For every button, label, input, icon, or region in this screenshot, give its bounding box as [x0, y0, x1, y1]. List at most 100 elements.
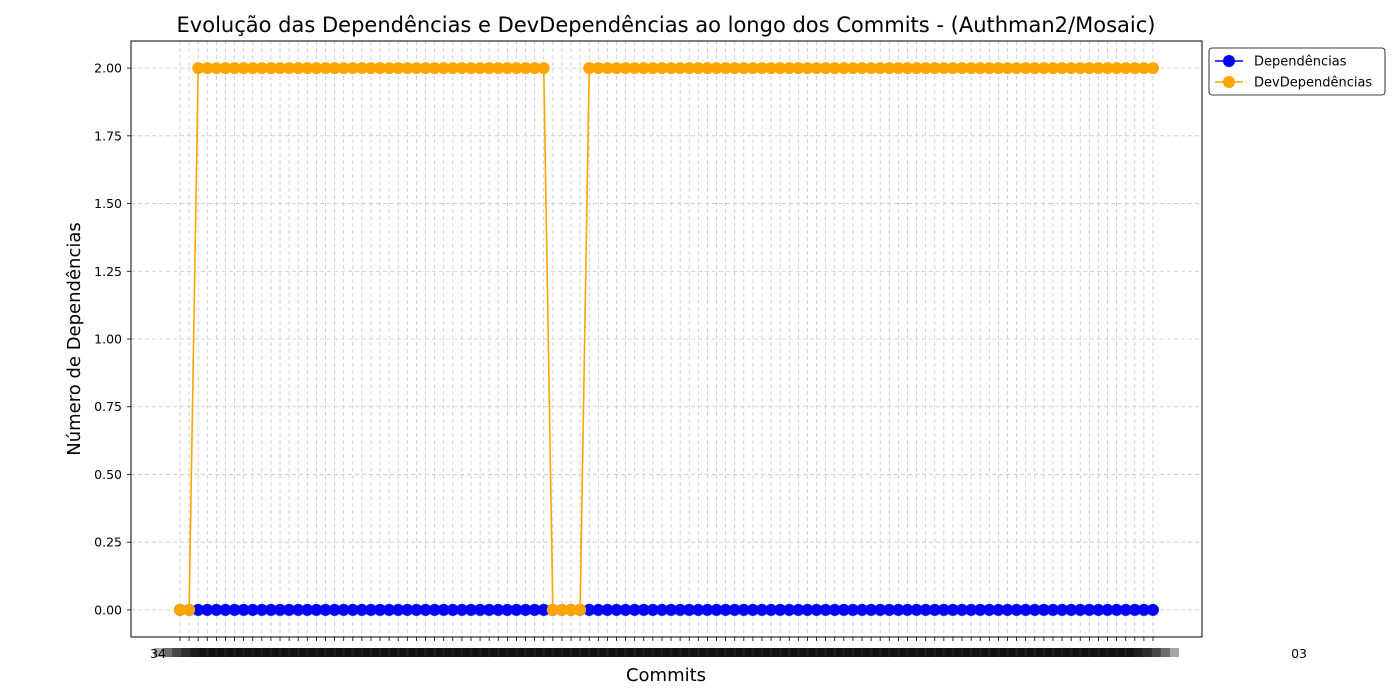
data-point-depend-ncias: [846, 603, 859, 616]
data-point-depend-ncias: [828, 603, 841, 616]
data-point-devdepend-ncias: [228, 62, 241, 75]
y-tick-label: 0.75: [94, 399, 122, 414]
data-point-devdepend-ncias: [846, 62, 859, 75]
x-tick-label-overlap: [154, 648, 206, 657]
y-tick-label: 1.50: [94, 196, 122, 211]
x-tick-label-overlap: [499, 648, 552, 657]
y-tick-label: 1.75: [94, 128, 122, 143]
data-point-devdepend-ncias: [219, 62, 232, 75]
x-tick-label-overlap: [408, 648, 461, 657]
data-point-depend-ncias: [728, 603, 741, 616]
data-point-devdepend-ncias: [592, 62, 605, 75]
data-point-devdepend-ncias: [246, 62, 259, 75]
x-tick-label-overlap: [881, 648, 934, 657]
series-layer: [174, 62, 1159, 616]
data-point-devdepend-ncias: [355, 62, 368, 75]
data-point-depend-ncias: [619, 603, 632, 616]
x-tick-label-overlap: [1072, 648, 1125, 657]
data-point-depend-ncias: [601, 603, 614, 616]
x-tick-label-overlap: [845, 648, 898, 657]
x-axis-label: Commits: [626, 665, 706, 686]
x-tick-label-overlap: [1036, 648, 1089, 657]
data-point-devdepend-ncias: [437, 62, 450, 75]
data-point-devdepend-ncias: [619, 62, 632, 75]
grid: [131, 41, 1202, 637]
x-tick-label-overlap: [836, 648, 889, 657]
x-tick-label-overlap: [699, 648, 752, 657]
x-tick-label-overlap: [872, 648, 925, 657]
y-tick-label: 2.00: [94, 61, 122, 76]
data-point-devdepend-ncias: [1010, 62, 1023, 75]
x-tick-label-overlap: [263, 648, 316, 657]
data-point-devdepend-ncias: [865, 62, 878, 75]
data-point-devdepend-ncias: [956, 62, 969, 75]
data-point-depend-ncias: [946, 603, 959, 616]
x-tick-label-overlap: [199, 648, 252, 657]
data-point-devdepend-ncias: [837, 62, 850, 75]
data-point-devdepend-ncias: [374, 62, 387, 75]
data-point-depend-ncias: [1019, 603, 1032, 616]
x-tick-label-overlap: [226, 648, 279, 657]
x-tick-label-overlap: [535, 648, 588, 657]
data-point-depend-ncias: [874, 603, 887, 616]
data-point-depend-ncias: [965, 603, 978, 616]
data-point-depend-ncias: [1101, 603, 1114, 616]
data-point-devdepend-ncias: [883, 62, 896, 75]
data-point-depend-ncias: [255, 603, 268, 616]
data-point-devdepend-ncias: [692, 62, 705, 75]
legend-label: Dependências: [1254, 55, 1347, 70]
data-point-depend-ncias: [883, 603, 896, 616]
data-point-devdepend-ncias: [674, 62, 687, 75]
data-point-depend-ncias: [701, 603, 714, 616]
x-tick-label-overlap: [181, 648, 234, 657]
data-point-devdepend-ncias: [492, 62, 505, 75]
x-tick-label-overlap: [1090, 648, 1143, 657]
data-point-devdepend-ncias: [701, 62, 714, 75]
data-point-depend-ncias: [719, 603, 732, 616]
x-tick-label-overlap: [817, 648, 870, 657]
data-point-depend-ncias: [655, 603, 668, 616]
legend-box: [1208, 47, 1386, 96]
x-tick-label-overlap: [1099, 648, 1152, 657]
data-point-devdepend-ncias: [183, 603, 196, 616]
data-point-devdepend-ncias: [264, 62, 277, 75]
x-tick-label-overlap: [1117, 648, 1170, 657]
x-tick-label-overlap: [481, 648, 534, 657]
x-tick-label-overlap: [635, 648, 688, 657]
data-point-depend-ncias: [919, 603, 932, 616]
data-point-devdepend-ncias: [574, 603, 587, 616]
y-tick-label: 0.50: [94, 467, 122, 482]
data-point-depend-ncias: [328, 603, 341, 616]
data-point-devdepend-ncias: [746, 62, 759, 75]
data-point-devdepend-ncias: [464, 62, 477, 75]
data-point-depend-ncias: [755, 603, 768, 616]
data-point-depend-ncias: [665, 603, 678, 616]
data-point-depend-ncias: [628, 603, 641, 616]
y-tick-label: 0.25: [94, 535, 122, 550]
data-point-depend-ncias: [310, 603, 323, 616]
x-tick-label-overlap: [790, 648, 843, 657]
data-point-depend-ncias: [592, 603, 605, 616]
x-tick-label-overlap: [381, 648, 434, 657]
x-tick-label-overlap: [672, 648, 725, 657]
x-tick-label-overlap: [599, 648, 652, 657]
x-tick-label-overlap: [735, 648, 788, 657]
data-point-devdepend-ncias: [301, 62, 314, 75]
x-tick-label-overlap: [317, 648, 370, 657]
data-point-depend-ncias: [774, 603, 787, 616]
data-point-depend-ncias: [192, 603, 205, 616]
x-tick-label-overlap: [908, 648, 961, 657]
data-point-depend-ncias: [792, 603, 805, 616]
data-point-devdepend-ncias: [601, 62, 614, 75]
data-point-depend-ncias: [1065, 603, 1078, 616]
data-point-devdepend-ncias: [255, 62, 268, 75]
data-point-depend-ncias: [1001, 603, 1014, 616]
x-tick-label-overlap: [1108, 648, 1161, 657]
data-point-depend-ncias: [637, 603, 650, 616]
x-tick-label-overlap: [781, 648, 834, 657]
data-point-devdepend-ncias: [1046, 62, 1059, 75]
x-tick-label-overlap: [172, 648, 225, 657]
x-tick-label-overlap: [254, 648, 307, 657]
data-point-devdepend-ncias: [683, 62, 696, 75]
data-point-devdepend-ncias: [283, 62, 296, 75]
